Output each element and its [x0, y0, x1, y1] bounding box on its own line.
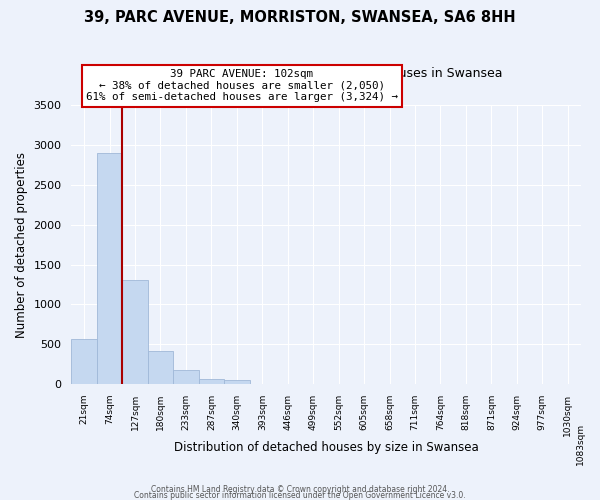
Text: 39 PARC AVENUE: 102sqm
← 38% of detached houses are smaller (2,050)
61% of semi-: 39 PARC AVENUE: 102sqm ← 38% of detached…	[86, 70, 398, 102]
Y-axis label: Number of detached properties: Number of detached properties	[15, 152, 28, 338]
Bar	[199, 379, 224, 384]
Bar	[173, 370, 199, 384]
Title: Size of property relative to detached houses in Swansea: Size of property relative to detached ho…	[149, 68, 503, 80]
X-axis label: Distribution of detached houses by size in Swansea: Distribution of detached houses by size …	[173, 442, 478, 454]
Bar	[97, 153, 122, 384]
Bar	[71, 338, 97, 384]
Bar	[224, 380, 250, 384]
Bar	[148, 351, 173, 384]
Bar	[122, 280, 148, 384]
Text: Contains public sector information licensed under the Open Government Licence v3: Contains public sector information licen…	[134, 490, 466, 500]
Text: 1083sqm: 1083sqm	[576, 423, 585, 465]
Text: 39, PARC AVENUE, MORRISTON, SWANSEA, SA6 8HH: 39, PARC AVENUE, MORRISTON, SWANSEA, SA6…	[84, 10, 516, 25]
Text: Contains HM Land Registry data © Crown copyright and database right 2024.: Contains HM Land Registry data © Crown c…	[151, 484, 449, 494]
